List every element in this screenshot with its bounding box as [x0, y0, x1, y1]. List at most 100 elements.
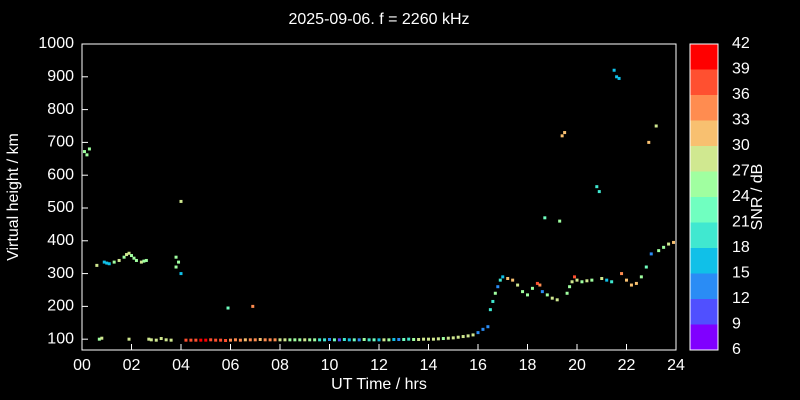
point [555, 298, 559, 302]
point [600, 277, 604, 281]
point [615, 75, 619, 79]
colorbar-tick-label: 18 [732, 239, 750, 256]
point [446, 336, 450, 340]
colorbar-tick-label: 30 [732, 137, 750, 154]
y-tick-label: 900 [47, 68, 74, 85]
point [159, 337, 163, 341]
point [184, 338, 188, 342]
point [617, 76, 621, 80]
point [199, 338, 203, 342]
point [149, 338, 153, 342]
point [538, 283, 542, 287]
x-tick-label: 20 [568, 357, 586, 374]
y-tick-label: 400 [47, 232, 74, 249]
point [362, 338, 366, 342]
x-tick-label: 22 [618, 357, 636, 374]
point [387, 338, 391, 342]
point [565, 291, 569, 295]
point [662, 245, 666, 249]
point [132, 256, 136, 260]
point [243, 338, 247, 342]
colorbar-tick-label: 27 [732, 163, 750, 180]
point [142, 259, 146, 263]
point [610, 280, 614, 284]
colorbar-tick-label: 21 [732, 214, 750, 231]
point [127, 251, 131, 255]
point [407, 337, 411, 341]
point [144, 258, 148, 262]
point [590, 278, 594, 282]
colorbar-bin [690, 324, 718, 350]
y-tick-label: 500 [47, 199, 74, 216]
y-tick-label: 100 [47, 330, 74, 347]
point [179, 272, 183, 276]
point [654, 124, 658, 128]
point [498, 278, 502, 282]
colorbar-bin [690, 248, 718, 274]
point [87, 147, 91, 151]
colorbar-bin [690, 197, 718, 223]
point [491, 299, 495, 303]
point [575, 278, 579, 282]
colorbar-tick-label: 33 [732, 112, 750, 129]
y-tick-label: 800 [47, 101, 74, 118]
point [488, 308, 492, 312]
point [417, 338, 421, 342]
colorbar-bin [690, 171, 718, 197]
point [347, 338, 351, 342]
point [644, 265, 648, 269]
point [332, 338, 336, 342]
colorbar-bin [690, 146, 718, 172]
point [392, 338, 396, 342]
point [466, 334, 470, 338]
point [313, 338, 317, 342]
point [412, 338, 416, 342]
point [342, 338, 346, 342]
point [377, 338, 381, 342]
point [545, 293, 549, 297]
x-tick-label: 06 [222, 357, 240, 374]
point [122, 255, 126, 259]
point [486, 325, 490, 329]
point [107, 262, 111, 266]
point [308, 338, 312, 342]
point [323, 338, 327, 342]
colorbar-tick-label: 39 [732, 61, 750, 78]
y-tick-label: 200 [47, 298, 74, 315]
y-tick-label: 600 [47, 166, 74, 183]
point [397, 338, 401, 342]
point [154, 338, 158, 342]
point [258, 338, 262, 342]
colorbar-tick-label: 6 [732, 341, 741, 358]
x-tick-label: 00 [73, 357, 91, 374]
point [298, 338, 302, 342]
point [493, 291, 497, 295]
point [85, 153, 89, 157]
point [253, 338, 257, 342]
point [431, 337, 435, 341]
point [125, 253, 129, 257]
point [130, 254, 133, 258]
point [563, 131, 567, 135]
point [328, 338, 331, 342]
point [248, 338, 252, 342]
colorbar-frame [689, 43, 719, 351]
point [647, 140, 651, 144]
point [112, 260, 116, 264]
point [372, 338, 376, 342]
y-tick-label: 700 [47, 134, 74, 151]
point [521, 290, 525, 294]
point [573, 275, 577, 279]
x-tick-label: 18 [519, 357, 537, 374]
point [543, 216, 547, 220]
point [667, 242, 671, 246]
x-tick-label: 12 [370, 357, 388, 374]
point [134, 258, 138, 262]
point [293, 338, 297, 342]
point [550, 296, 554, 300]
colorbar-bin [690, 69, 718, 95]
point [471, 333, 475, 337]
point [422, 337, 426, 341]
point [612, 68, 616, 72]
point [657, 249, 661, 253]
